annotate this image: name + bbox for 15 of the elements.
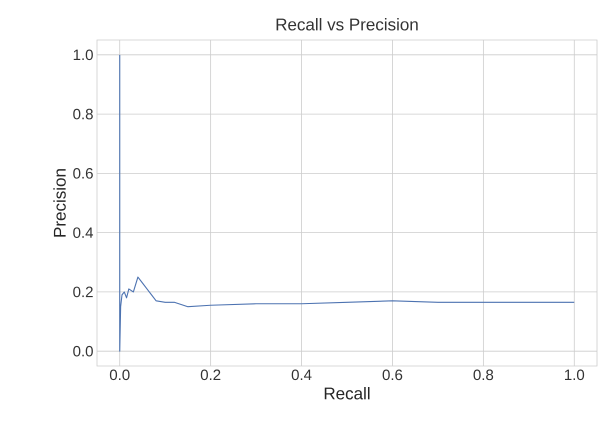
x-tick-label: 0.6: [382, 370, 402, 380]
x-axis-title: Recall: [324, 386, 370, 400]
y-tick-label: 0.2: [73, 286, 93, 298]
x-tick-label: 0.2: [200, 370, 220, 380]
y-tick-label: 0.0: [73, 346, 93, 356]
x-tick-label: 0.4: [292, 370, 312, 380]
chart-title: Recall vs Precision: [276, 18, 418, 31]
y-tick-label: 1.0: [74, 50, 93, 60]
y-axis-title: Precision: [53, 169, 66, 237]
x-tick-label: 0.8: [474, 370, 494, 380]
x-tick-label: 0.0: [110, 370, 130, 380]
y-tick-label: 0.4: [73, 227, 94, 238]
x-tick-label: 1.0: [564, 370, 584, 380]
y-tick-label: 0.8: [73, 108, 93, 120]
y-tick-label: 0.6: [73, 168, 93, 179]
